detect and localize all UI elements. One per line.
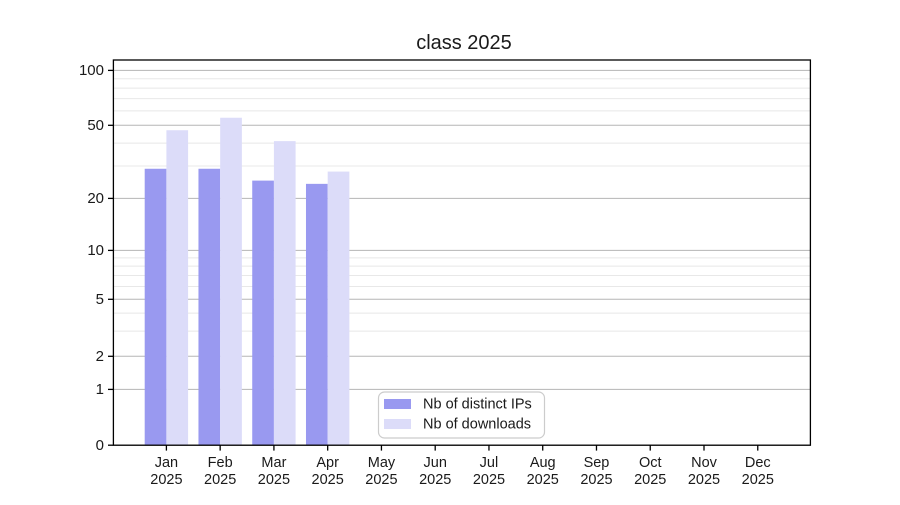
svg-text:Nb of distinct IPs: Nb of distinct IPs (423, 397, 532, 413)
svg-text:class 2025: class 2025 (416, 32, 512, 54)
svg-text:2025: 2025 (204, 472, 236, 488)
svg-text:Apr: Apr (316, 455, 339, 471)
svg-text:2025: 2025 (473, 472, 505, 488)
svg-text:2025: 2025 (580, 472, 612, 488)
svg-text:2025: 2025 (634, 472, 666, 488)
svg-text:50: 50 (87, 117, 104, 134)
svg-text:Feb: Feb (208, 455, 233, 471)
svg-text:1: 1 (96, 381, 104, 398)
svg-text:20: 20 (87, 190, 104, 207)
svg-text:100: 100 (79, 62, 104, 79)
svg-text:Jul: Jul (480, 455, 499, 471)
svg-text:2025: 2025 (742, 472, 774, 488)
svg-text:Sep: Sep (584, 455, 610, 471)
svg-text:2025: 2025 (312, 472, 344, 488)
svg-text:2025: 2025 (419, 472, 451, 488)
svg-text:Nb of downloads: Nb of downloads (423, 417, 531, 433)
svg-text:Mar: Mar (261, 455, 286, 471)
svg-text:5: 5 (96, 291, 104, 308)
svg-text:Jan: Jan (155, 455, 178, 471)
svg-text:2025: 2025 (365, 472, 397, 488)
svg-text:Jun: Jun (424, 455, 447, 471)
svg-text:2025: 2025 (527, 472, 559, 488)
svg-text:2: 2 (96, 348, 104, 365)
svg-text:May: May (368, 455, 396, 471)
svg-text:Dec: Dec (745, 455, 771, 471)
svg-text:10: 10 (87, 242, 104, 259)
svg-text:2025: 2025 (258, 472, 290, 488)
svg-text:Nov: Nov (691, 455, 718, 471)
svg-text:2025: 2025 (150, 472, 182, 488)
svg-text:Aug: Aug (530, 455, 556, 471)
svg-text:0: 0 (96, 437, 104, 454)
svg-text:Oct: Oct (639, 455, 662, 471)
svg-text:2025: 2025 (688, 472, 720, 488)
